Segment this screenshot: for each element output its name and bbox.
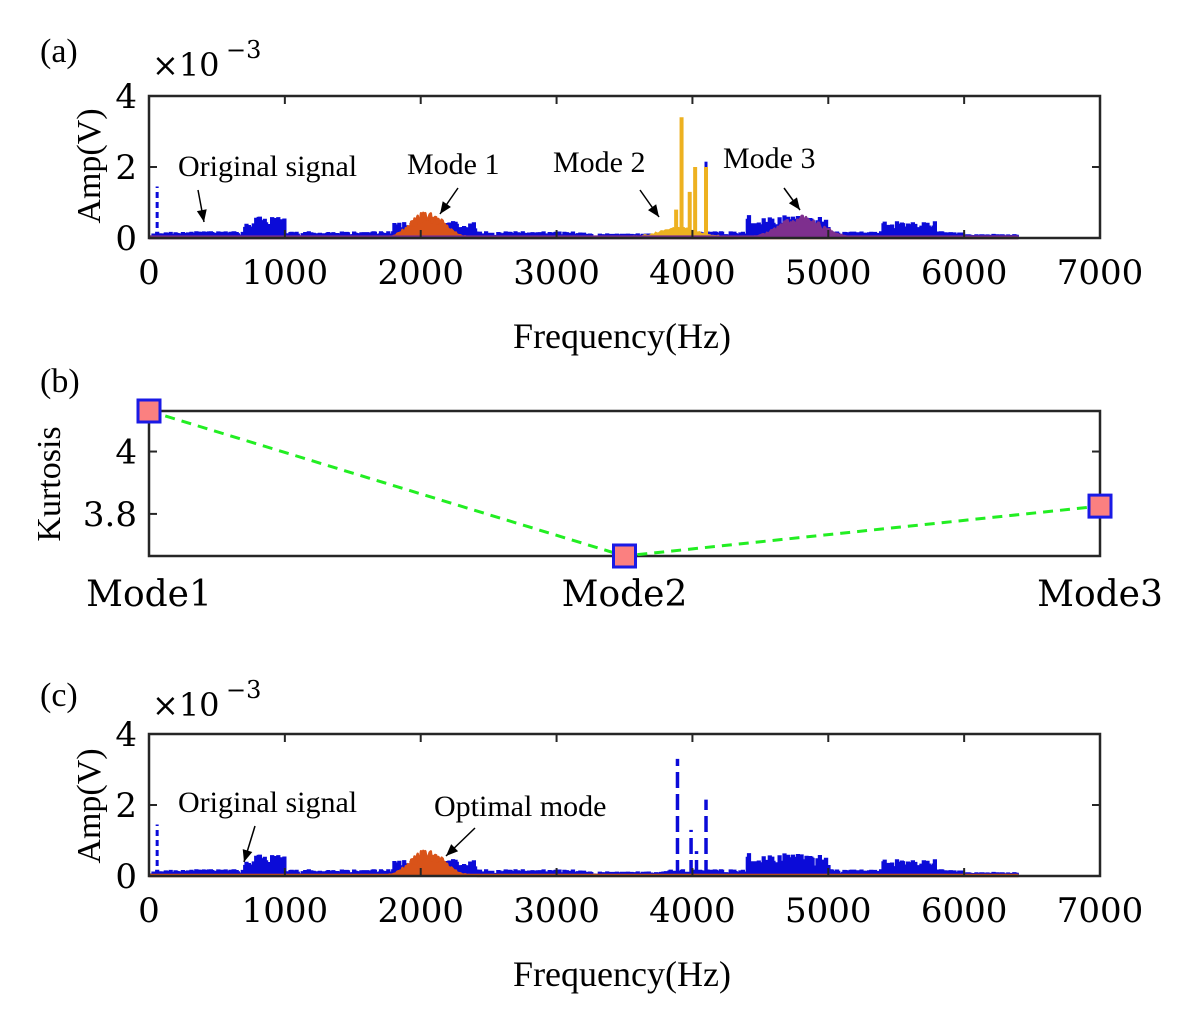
annotation-mode-3: Mode 3 bbox=[723, 142, 816, 175]
axes-box bbox=[147, 732, 1102, 878]
annotation-c-0-arrow-head bbox=[242, 849, 253, 862]
x-tick-label: 2000 bbox=[377, 891, 464, 931]
annotation-1-arrow-head bbox=[440, 201, 451, 214]
x-tick-label: 6000 bbox=[921, 253, 1008, 293]
annotation-c-1-arrow-head bbox=[446, 844, 459, 856]
annotation-0-arrow-head bbox=[196, 209, 207, 222]
exponent-power: −3 bbox=[226, 36, 261, 64]
x-tick-label: 5000 bbox=[785, 253, 872, 293]
x-tick-label: 6000 bbox=[921, 891, 1008, 931]
annotations: Original signal Mode 1 Mode 2 Mode 3 bbox=[178, 142, 816, 223]
annotation-2-arrow-head bbox=[648, 204, 659, 217]
panel-label: (a) bbox=[40, 33, 78, 70]
kurtosis-line bbox=[148, 409, 1101, 558]
x-tick-label: 7000 bbox=[1057, 891, 1144, 931]
x-tick-label: 7000 bbox=[1057, 253, 1144, 293]
panel-label: (c) bbox=[40, 677, 78, 714]
axis-ticks: 3.8 4 Mode1 Mode2 Mode3 bbox=[83, 433, 1163, 615]
exponent-label: ×10 −3 bbox=[152, 676, 261, 724]
plot-area bbox=[136, 398, 1113, 569]
panel-c: (c) ×10 −3 Amp(V) Frequency(Hz) 0 1000 200… bbox=[40, 676, 1143, 994]
annotations: Original signal Optimal mode bbox=[178, 786, 606, 863]
x-tick-label: Mode1 bbox=[86, 574, 212, 615]
annotation-3-arrow-head bbox=[788, 197, 800, 210]
axes-box bbox=[147, 409, 1102, 558]
x-tick-label: 0 bbox=[138, 253, 160, 293]
y-axis-label: Amp(V) bbox=[71, 108, 108, 223]
y-tick-label: 2 bbox=[115, 786, 137, 826]
original-signal-trace bbox=[150, 853, 1019, 877]
panel-b: (b) Kurtosis 3.8 4 Mode1 Mode2 Mode3 bbox=[31, 363, 1163, 615]
annotation-optimal-mode: Optimal mode bbox=[434, 790, 606, 823]
x-axis-label: Frequency(Hz) bbox=[513, 316, 731, 356]
x-axis-label: Frequency(Hz) bbox=[513, 954, 731, 994]
x-tick-label: Mode3 bbox=[1037, 574, 1163, 615]
exponent-base: ×10 bbox=[152, 46, 220, 84]
x-tick-label: 0 bbox=[138, 891, 160, 931]
x-tick-label: 1000 bbox=[242, 253, 329, 293]
x-tick-label: 4000 bbox=[649, 891, 736, 931]
y-axis-label: Amp(V) bbox=[71, 748, 108, 863]
x-tick-label: 2000 bbox=[377, 253, 464, 293]
exponent-power: −3 bbox=[226, 676, 261, 704]
x-tick-label: Mode2 bbox=[562, 574, 688, 615]
kurtosis-marker-mode1 bbox=[136, 398, 162, 424]
annotation-original-signal: Original signal bbox=[178, 150, 357, 183]
annotation-mode-2: Mode 2 bbox=[553, 146, 646, 179]
y-tick-label: 3.8 bbox=[83, 495, 137, 535]
y-tick-label: 4 bbox=[115, 433, 137, 473]
axes-box bbox=[147, 94, 1102, 240]
x-tick-label: 3000 bbox=[513, 253, 600, 293]
axis-ticks: 0 1000 2000 3000 4000 5000 6000 7000 0 2 4 bbox=[115, 77, 1143, 293]
annotation-mode-1: Mode 1 bbox=[407, 148, 500, 181]
y-axis-label: Kurtosis bbox=[31, 426, 68, 541]
y-tick-label: 2 bbox=[115, 148, 137, 188]
kurtosis-marker-mode3 bbox=[1087, 493, 1113, 519]
exponent-base: ×10 bbox=[152, 686, 220, 724]
annotation-original-signal: Original signal bbox=[178, 786, 357, 819]
y-tick-label: 0 bbox=[115, 857, 137, 897]
y-tick-label: 4 bbox=[115, 715, 137, 755]
axis-ticks: 0 1000 2000 3000 4000 5000 6000 7000 0 2 4 bbox=[115, 715, 1143, 931]
panel-label: (b) bbox=[40, 363, 80, 400]
y-tick-label: 0 bbox=[115, 219, 137, 259]
x-tick-label: 3000 bbox=[513, 891, 600, 931]
x-tick-label: 1000 bbox=[242, 891, 329, 931]
x-tick-label: 5000 bbox=[785, 891, 872, 931]
y-tick-label: 4 bbox=[115, 77, 137, 117]
original-signal-trace bbox=[150, 215, 1019, 239]
exponent-label: ×10 −3 bbox=[152, 36, 261, 84]
kurtosis-marker-mode2 bbox=[612, 543, 637, 569]
panel-a: (a) ×10 −3 Amp(V) Frequency(Hz) 0 1000 200… bbox=[40, 33, 1143, 356]
x-tick-label: 4000 bbox=[649, 253, 736, 293]
